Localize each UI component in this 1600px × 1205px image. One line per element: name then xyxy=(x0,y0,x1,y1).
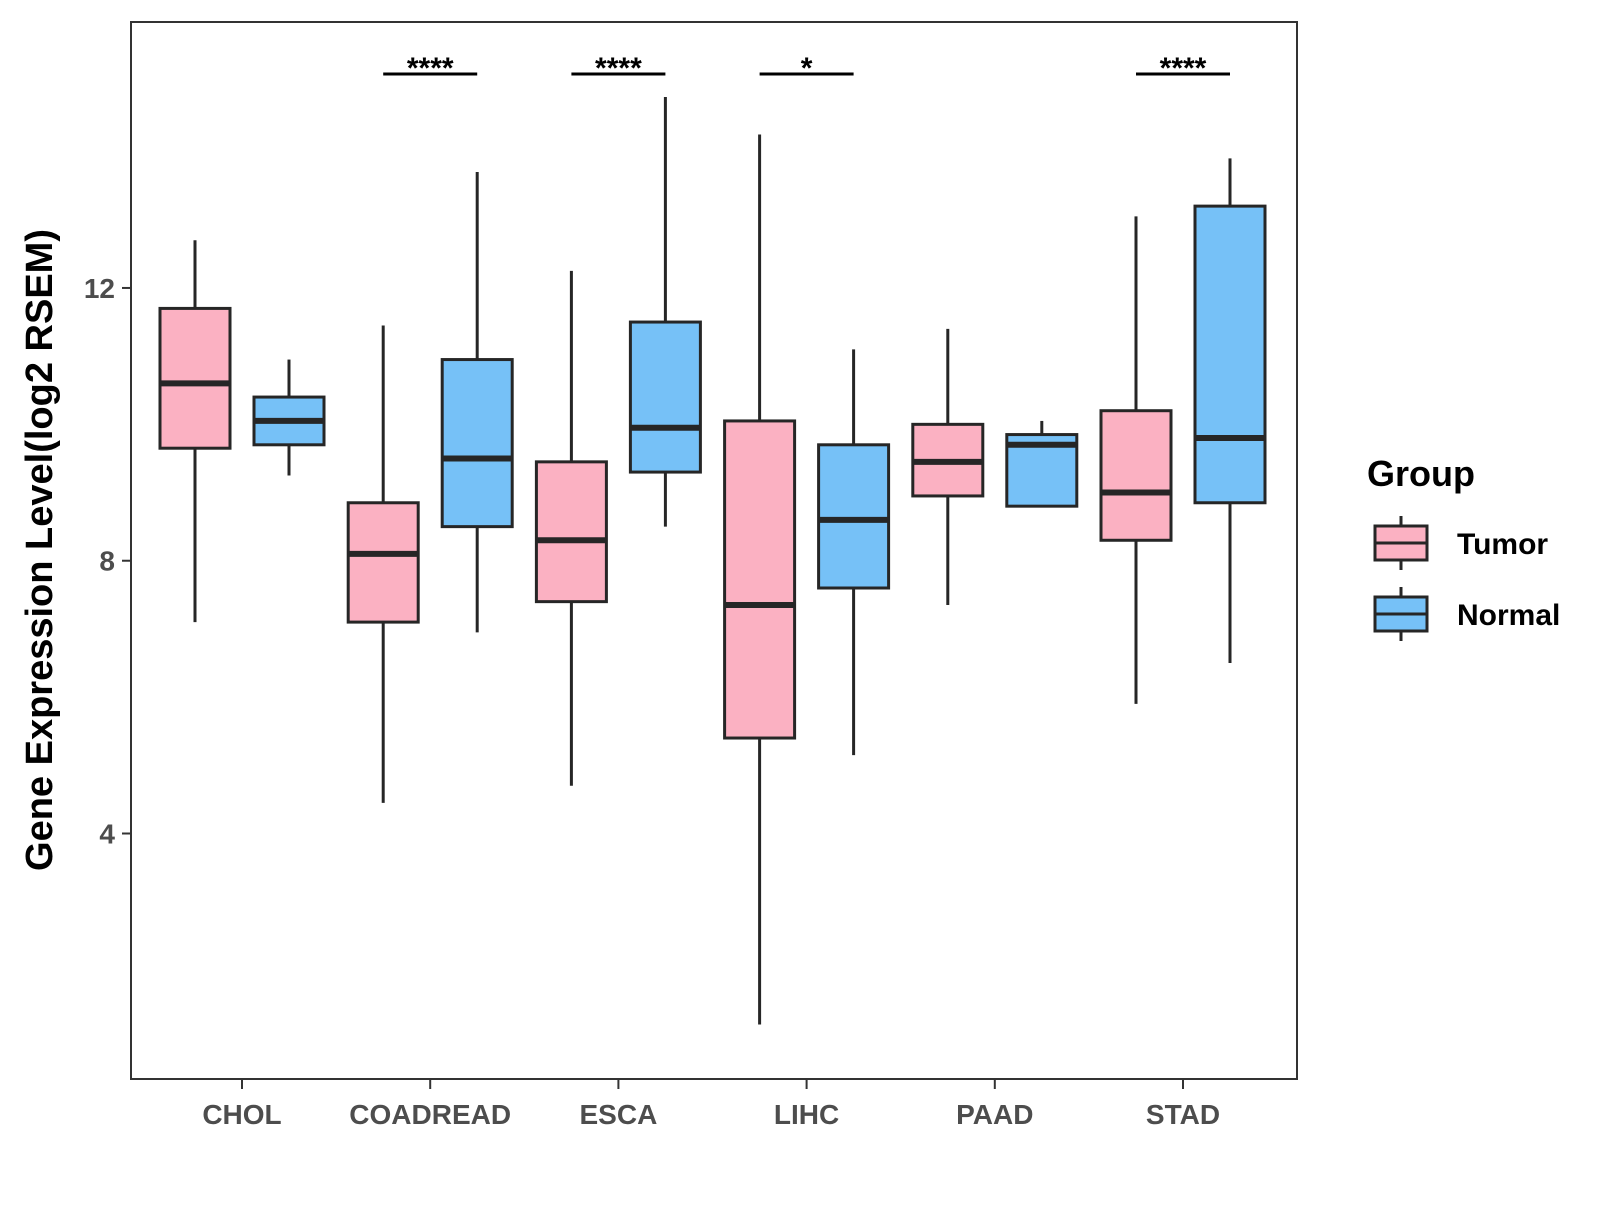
x-tick-label: PAAD xyxy=(956,1099,1033,1130)
plot-panel-border xyxy=(130,21,1298,1080)
x-tick-label: STAD xyxy=(1146,1099,1220,1130)
x-tick-label: ESCA xyxy=(580,1099,658,1130)
box-tumor-stad xyxy=(1099,409,1173,542)
legend-label-normal: Normal xyxy=(1457,599,1560,632)
x-tick-label: LIHC xyxy=(774,1099,839,1130)
significance-label-esca: **** xyxy=(595,52,642,85)
box-normal-coadread xyxy=(440,358,514,529)
y-tick-label: 8 xyxy=(99,546,115,577)
significance-label-lihc: * xyxy=(801,52,813,85)
box-tumor-chol xyxy=(158,306,232,450)
y-tick-label: 4 xyxy=(99,819,115,850)
box-tumor-coadread xyxy=(346,501,420,624)
significance-label-coadread: **** xyxy=(407,52,454,85)
y-axis-title: Gene Expression Level(log2 RSEM) xyxy=(19,229,61,871)
box-tumor-esca xyxy=(534,460,608,604)
box-tumor-lihc xyxy=(723,419,797,740)
x-tick-label: COADREAD xyxy=(349,1099,511,1130)
legend-label-tumor: Tumor xyxy=(1457,528,1548,561)
y-tick-label: 12 xyxy=(84,273,115,304)
box-normal-lihc xyxy=(817,443,891,590)
legend-title: Group xyxy=(1367,453,1475,494)
box-normal-esca xyxy=(628,320,702,474)
significance-label-stad: **** xyxy=(1160,52,1207,85)
box-normal-stad xyxy=(1193,204,1267,505)
x-tick-label: CHOL xyxy=(202,1099,281,1130)
